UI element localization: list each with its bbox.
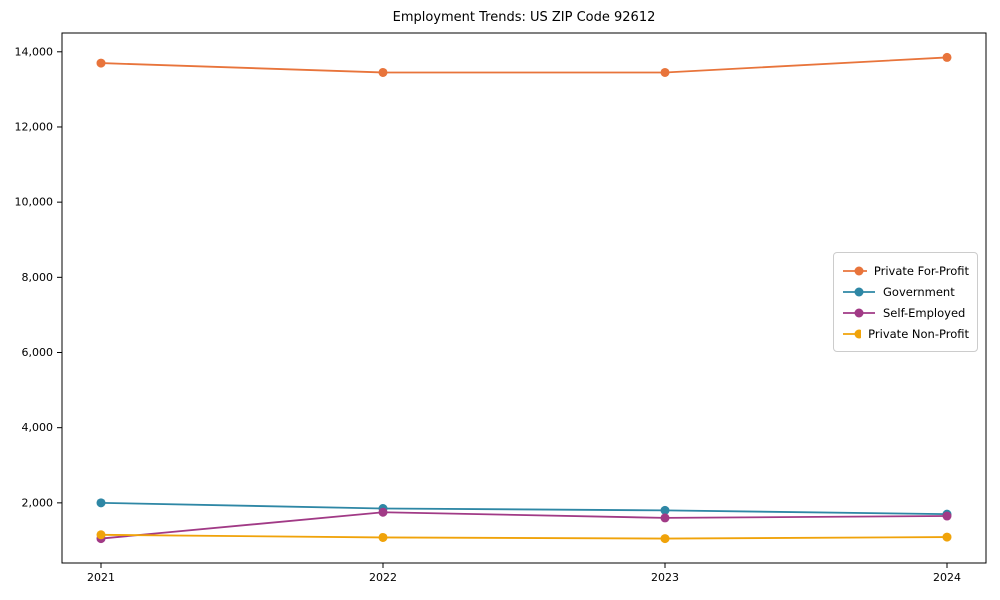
- y-tick-label: 10,000: [15, 196, 54, 209]
- legend-label: Self-Employed: [883, 305, 966, 320]
- legend-swatch: [843, 266, 867, 275]
- legend-item: Self-Employed: [842, 302, 969, 323]
- series-line: [100, 56, 948, 74]
- series-line: [100, 511, 948, 540]
- x-tick-label: 2021: [87, 571, 115, 584]
- chart-legend: Private For-Profit Government Self-Employe…: [833, 252, 978, 352]
- data-point-marker: [660, 505, 670, 515]
- legend-label: Private Non-Profit: [868, 326, 969, 341]
- chart-title: Employment Trends: US ZIP Code 92612: [392, 10, 656, 25]
- legend-item: Private For-Profit: [842, 260, 969, 281]
- series-line: [100, 501, 948, 516]
- legend-swatch: [843, 308, 875, 317]
- y-tick-label: 12,000: [15, 120, 54, 133]
- data-point-marker: [96, 58, 106, 68]
- data-point-marker: [660, 67, 670, 77]
- data-point-marker: [378, 507, 388, 517]
- data-point-marker: [378, 67, 388, 77]
- y-tick-label: 14,000: [15, 45, 54, 58]
- data-point-marker: [660, 534, 670, 544]
- legend-label: Government: [883, 284, 955, 299]
- data-point-marker: [378, 532, 388, 542]
- x-tick-label: 2023: [651, 571, 679, 584]
- data-point-marker: [942, 511, 952, 521]
- x-tick-label: 2024: [933, 571, 961, 584]
- data-point-marker: [942, 532, 952, 542]
- axes-frame: [61, 32, 987, 564]
- legend-item: Government: [842, 281, 969, 302]
- data-point-marker: [96, 498, 106, 508]
- y-tick-label: 6,000: [22, 346, 54, 359]
- data-point-marker: [660, 513, 670, 523]
- legend-marker: [854, 266, 864, 275]
- y-tick-label: 8,000: [22, 271, 54, 284]
- legend-marker: [854, 287, 864, 296]
- legend-swatch: [843, 287, 875, 296]
- x-tick-label: 2022: [369, 571, 397, 584]
- legend-marker: [854, 329, 862, 338]
- legend-marker: [854, 308, 864, 317]
- y-tick-label: 4,000: [22, 421, 54, 434]
- y-tick-label: 2,000: [22, 496, 54, 509]
- data-point-marker: [96, 530, 106, 540]
- series-line: [100, 533, 948, 540]
- legend-label: Private For-Profit: [873, 263, 969, 278]
- legend-swatch: [843, 329, 862, 338]
- legend-item: Private Non-Profit: [842, 323, 969, 344]
- data-point-marker: [942, 52, 952, 62]
